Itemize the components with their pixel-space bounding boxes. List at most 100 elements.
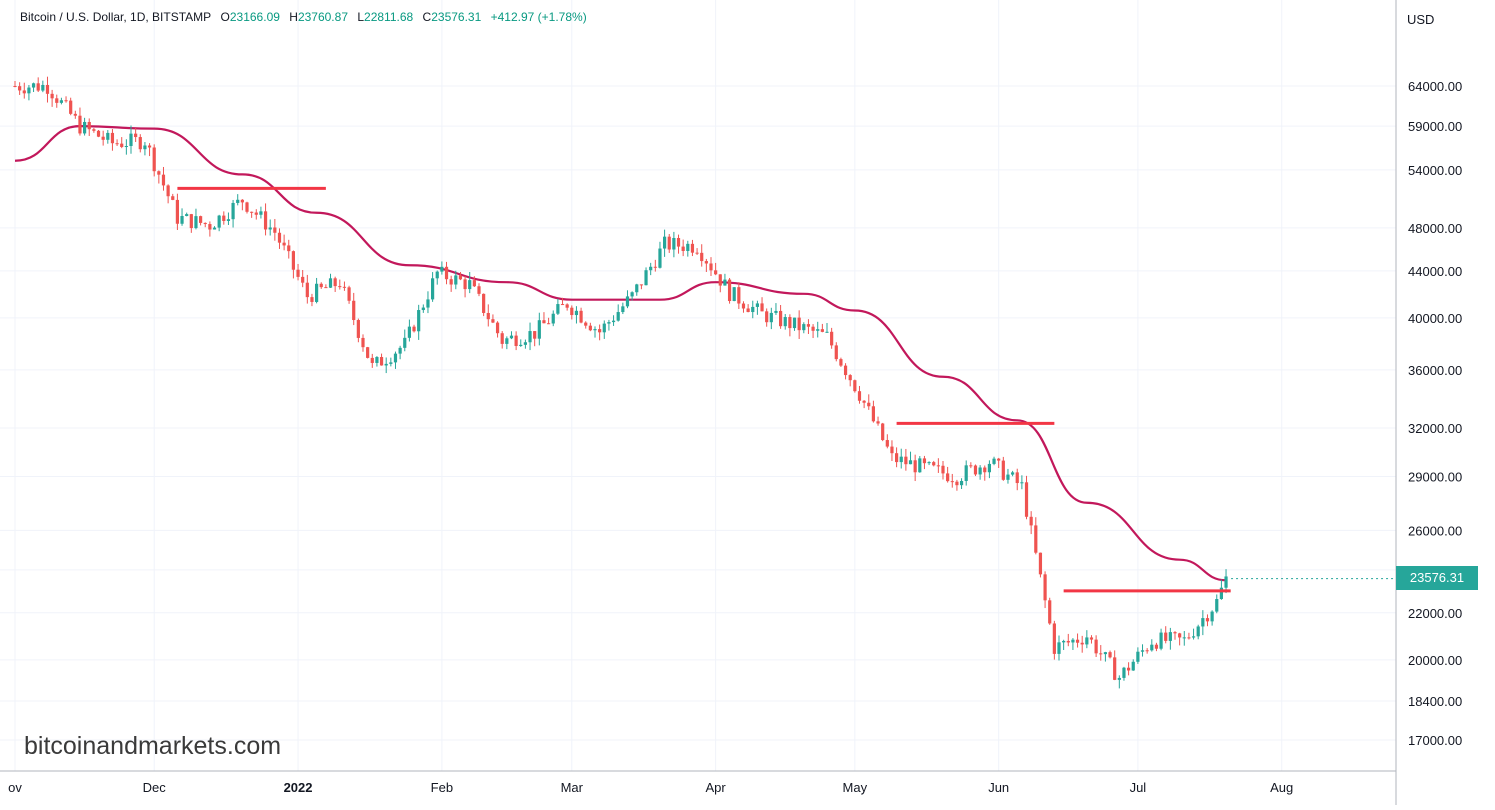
price-tick-label: 20000.00 (1408, 653, 1462, 668)
candle (871, 400, 875, 423)
candle-body (533, 331, 537, 339)
candle (556, 298, 560, 316)
candle (1173, 631, 1177, 640)
candle-body (1164, 632, 1168, 641)
candle-body (1080, 642, 1084, 645)
candle (1187, 632, 1191, 640)
candle (482, 293, 486, 317)
candle (927, 461, 931, 466)
candle (658, 241, 662, 269)
candle (403, 329, 407, 352)
candle-body (412, 326, 416, 332)
candle-body (366, 347, 370, 358)
grid (0, 0, 1396, 771)
candle-body (918, 458, 922, 473)
candle (598, 324, 602, 341)
close-label: C (422, 10, 432, 24)
candle-body (663, 236, 667, 249)
high-value: 23760.87 (297, 10, 348, 24)
candle (27, 85, 31, 101)
candle-body (199, 216, 203, 223)
candle (301, 269, 305, 288)
candle-body (259, 211, 263, 215)
candle-body (41, 84, 45, 91)
candle-body (454, 275, 458, 285)
candle (644, 267, 648, 286)
candle (1215, 594, 1219, 614)
candle-body (250, 211, 254, 213)
low-label: L (357, 10, 365, 24)
candle-body (941, 465, 945, 474)
candle-body (695, 252, 699, 254)
candle-body (92, 129, 96, 131)
candle (588, 322, 592, 332)
candle-body (301, 276, 305, 283)
candle (254, 209, 258, 220)
candle-body (435, 271, 439, 279)
price-tick-label: 36000.00 (1408, 363, 1462, 378)
candle (407, 319, 411, 342)
candle (788, 314, 792, 337)
candle (324, 284, 328, 289)
candle-body (611, 320, 616, 323)
candle (375, 356, 379, 367)
candle-body (551, 313, 555, 324)
candle (769, 307, 773, 330)
candle (69, 97, 73, 116)
candle-body (1173, 632, 1177, 634)
candle-body (212, 227, 217, 230)
candle-body (240, 199, 244, 203)
candle (1122, 666, 1126, 681)
candle (212, 226, 217, 230)
candle (180, 208, 184, 226)
candle-body (737, 287, 741, 304)
candle-body (825, 331, 829, 333)
candle (491, 314, 495, 324)
candle-body (709, 263, 713, 271)
candle-body (1029, 516, 1033, 526)
candle-body (1159, 632, 1163, 649)
candle (110, 129, 115, 151)
candle-body (718, 274, 722, 286)
candle-body (1075, 639, 1080, 643)
candle (454, 270, 458, 290)
candle-body (1094, 639, 1098, 654)
candle-body (263, 211, 268, 230)
time-tick-label: Dec (143, 780, 167, 795)
price-tick-label: 48000.00 (1408, 221, 1462, 236)
candle (78, 107, 82, 136)
candle (347, 285, 351, 304)
candle (64, 96, 68, 103)
candle-body (588, 325, 592, 331)
candle-body (755, 303, 759, 307)
candle-body (1071, 639, 1075, 643)
candle-body (421, 307, 425, 311)
candle-body (1182, 637, 1186, 639)
candle (918, 456, 922, 473)
candle (672, 231, 676, 258)
symbol-title: Bitcoin / U.S. Dollar, 1D, BITSTAMP (20, 10, 212, 24)
candle (830, 327, 834, 349)
candle-body (482, 293, 486, 313)
candle-body (69, 100, 73, 114)
candle-body (166, 185, 170, 197)
candle-body (50, 93, 54, 99)
candle-body (676, 237, 681, 247)
candle-body (727, 279, 732, 302)
candle-body (1103, 652, 1107, 655)
candle (820, 323, 824, 333)
candle (941, 461, 945, 480)
candle-body (157, 171, 161, 175)
candle-body (203, 222, 207, 225)
candle (774, 303, 778, 315)
candle (185, 212, 189, 217)
candle-body (152, 147, 156, 172)
candle (523, 339, 527, 349)
open-value: 23166.09 (229, 10, 280, 24)
candle-body (31, 83, 36, 88)
candle (551, 310, 555, 327)
candle-body (333, 278, 337, 287)
candle-body (885, 440, 889, 447)
